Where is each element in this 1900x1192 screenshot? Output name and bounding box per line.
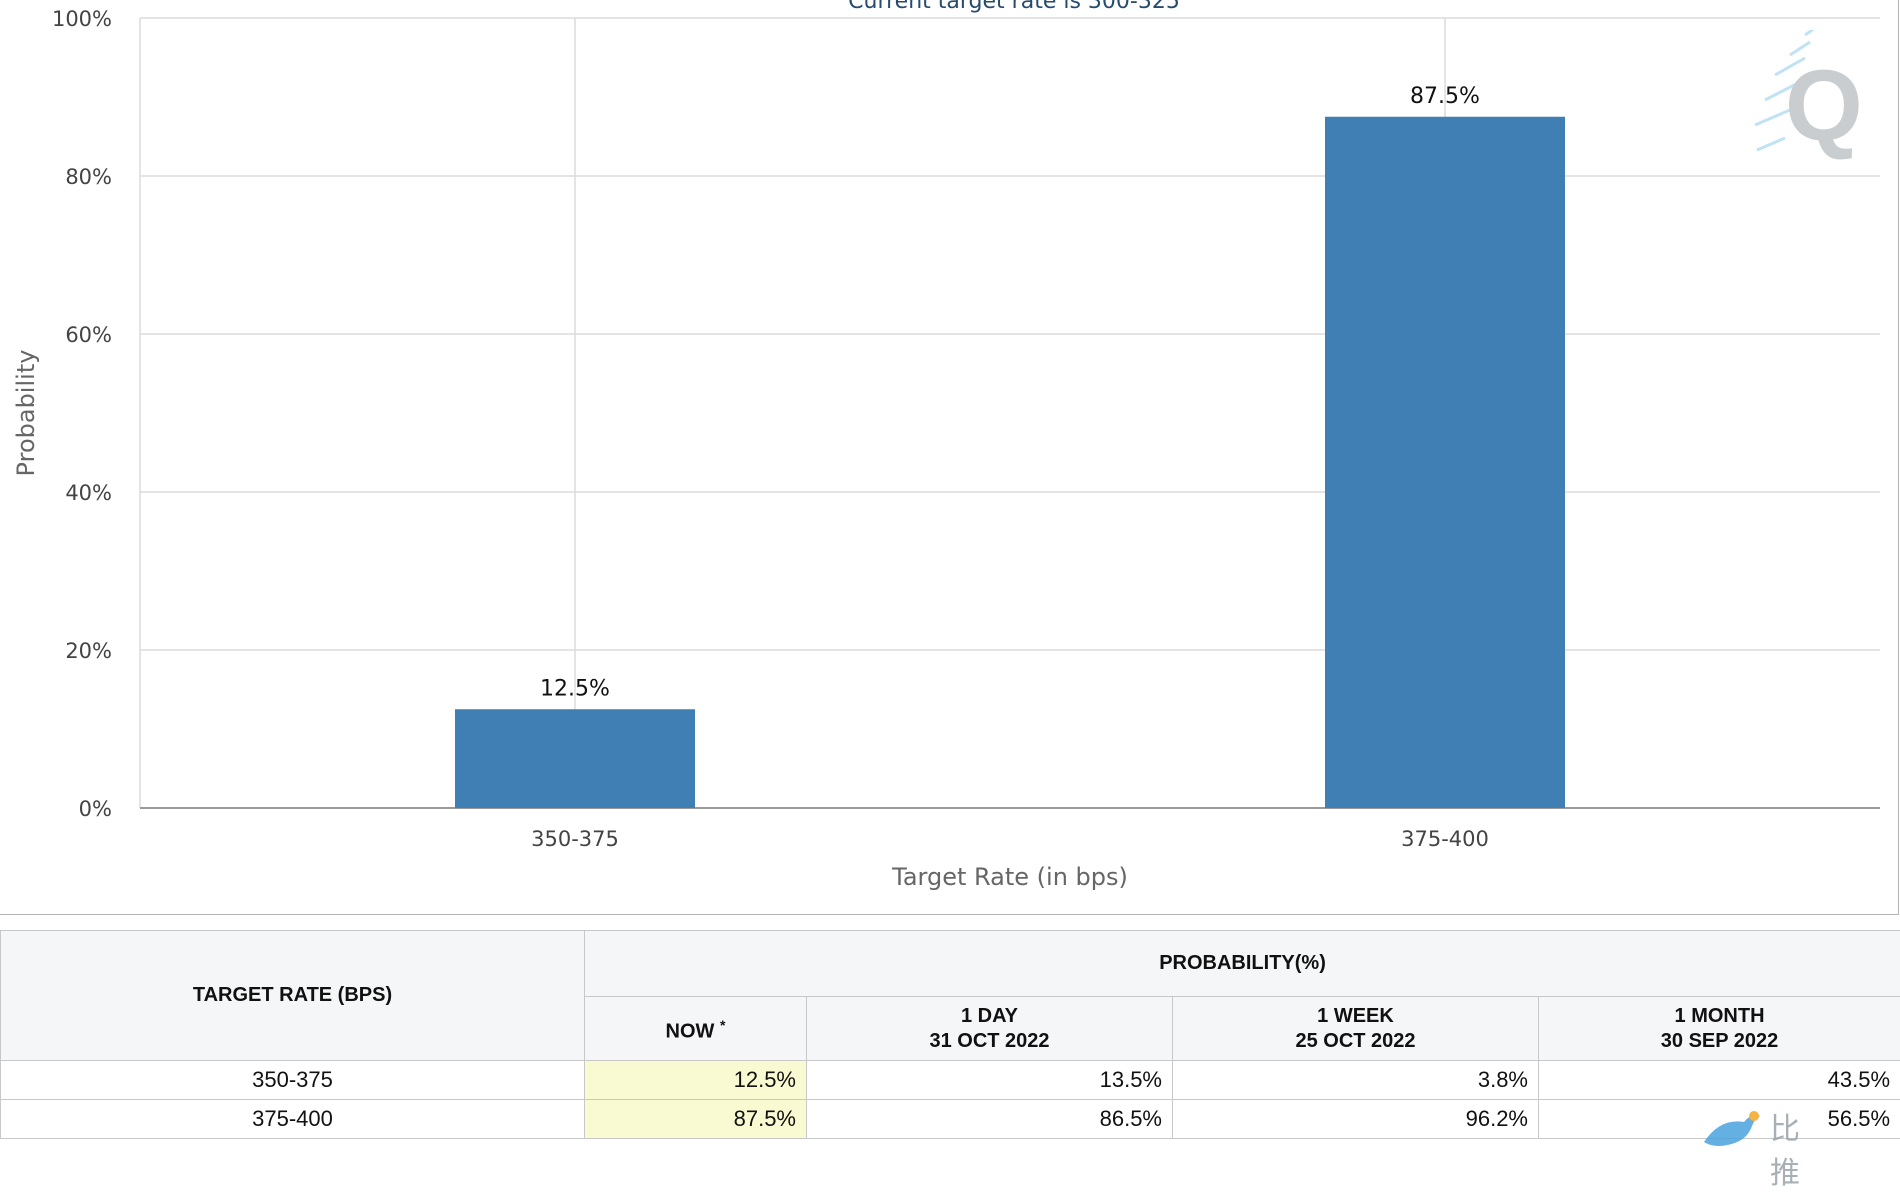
x-axis-title: Target Rate (in bps) — [891, 863, 1128, 891]
x-tick-label: 350-375 — [531, 827, 619, 851]
header-now: NOW * — [585, 997, 807, 1061]
now-cell: 87.5% — [585, 1100, 807, 1139]
header-target-rate: TARGET RATE (BPS) — [1, 931, 585, 1061]
y-tick-label: 0% — [79, 797, 112, 821]
now-cell: 12.5% — [585, 1061, 807, 1100]
y-tick-label: 40% — [65, 481, 112, 505]
data-label: 87.5% — [1410, 84, 1480, 109]
y-tick-label: 60% — [65, 323, 112, 347]
table-row: 375-400 87.5% 86.5% 96.2% 56.5% — [1, 1100, 1900, 1139]
logo-letter: Q — [1785, 56, 1863, 156]
chart-title: Current target rate is 300-325 — [848, 0, 1180, 14]
month-cell: 43.5% — [1539, 1061, 1900, 1100]
probability-table: TARGET RATE (BPS) PROBABILITY(%) NOW * 1… — [0, 930, 1900, 1139]
bird-icon — [1700, 1108, 1764, 1148]
week-cell: 96.2% — [1173, 1100, 1539, 1139]
x-tick-label: 375-400 — [1401, 827, 1489, 851]
y-axis-title: Probability — [12, 350, 40, 477]
probability-chart: Current target rate is 300-325 0% 20% 40% 60… — [0, 0, 1898, 914]
week-cell: 3.8% — [1173, 1061, 1539, 1100]
day-cell: 13.5% — [807, 1061, 1173, 1100]
table-row: 350-375 12.5% 13.5% 3.8% 43.5% — [1, 1061, 1900, 1100]
watermark-text: 比推 — [1770, 1104, 1810, 1192]
header-probability: PROBABILITY(%) — [585, 931, 1900, 997]
day-cell: 86.5% — [807, 1100, 1173, 1139]
target-rate-cell: 350-375 — [1, 1061, 585, 1100]
watermark: 比推 — [1700, 1104, 1810, 1148]
cme-q-logo: Q — [1745, 30, 1855, 180]
y-tick-label: 100% — [52, 7, 112, 31]
data-label: 12.5% — [540, 676, 610, 701]
bar-375-400 — [1325, 117, 1565, 808]
bar-350-375 — [455, 709, 695, 808]
y-tick-label: 20% — [65, 639, 112, 663]
target-rate-cell: 375-400 — [1, 1100, 585, 1139]
now-marker: * — [720, 1017, 725, 1033]
chart-panel: Current target rate is 300-325 0% 20% 40% 60… — [0, 0, 1899, 915]
y-tick-label: 80% — [65, 165, 112, 189]
